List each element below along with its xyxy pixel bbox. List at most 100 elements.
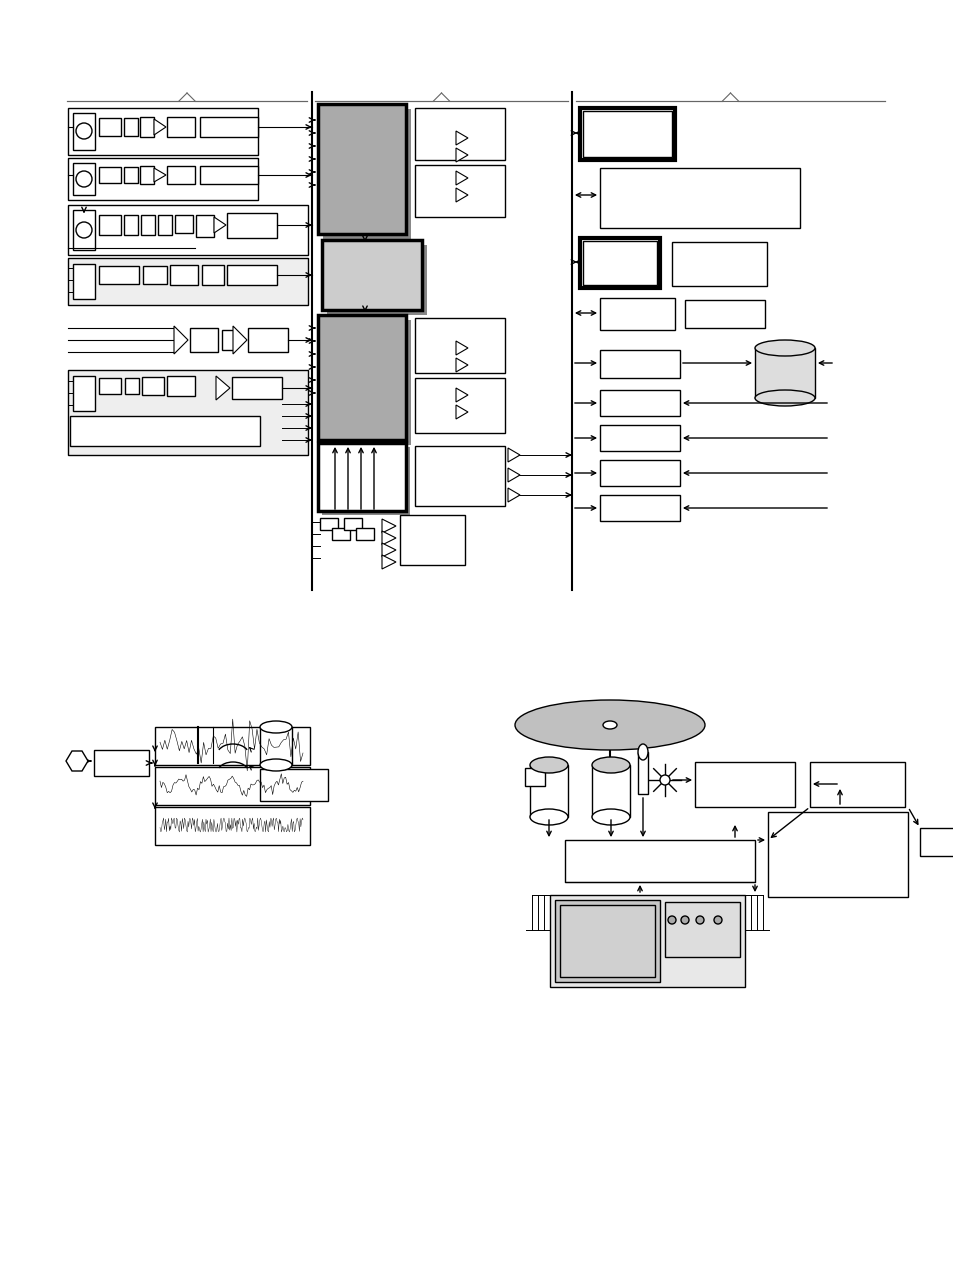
Bar [319,518,337,530]
Ellipse shape [667,916,676,924]
Bar [99,118,121,136]
Bar [167,376,194,396]
Bar [124,214,138,235]
Bar [68,258,308,305]
Bar [143,266,167,284]
Bar [592,765,629,817]
Bar [564,840,754,882]
Ellipse shape [680,916,688,924]
Bar [767,812,907,897]
Bar [415,378,504,433]
Bar [200,166,257,184]
Bar [599,390,679,416]
Polygon shape [456,188,468,202]
Polygon shape [507,489,519,503]
Bar [99,214,121,235]
Bar [671,242,766,286]
Bar [200,117,257,137]
Bar [167,117,194,137]
Bar [70,416,260,445]
Ellipse shape [530,810,567,825]
Bar [415,165,504,217]
Bar [202,265,224,286]
Ellipse shape [713,916,721,924]
Polygon shape [507,468,519,482]
Ellipse shape [592,758,629,773]
Ellipse shape [76,222,91,239]
Bar [599,425,679,450]
Bar [599,168,800,228]
Ellipse shape [592,810,629,825]
Bar [142,377,164,395]
Bar [73,209,95,250]
Ellipse shape [76,123,91,140]
Polygon shape [233,326,247,354]
Bar [809,761,904,807]
Ellipse shape [260,721,292,733]
Bar [141,214,154,235]
Bar [73,113,95,150]
Bar [68,371,308,456]
Bar [73,376,95,411]
Bar [524,768,544,786]
Bar [124,168,138,183]
Bar [73,162,95,195]
Bar [68,159,257,201]
Bar [664,902,740,957]
Polygon shape [66,751,88,772]
Bar [599,350,679,378]
Bar [695,761,794,807]
Bar [323,320,411,445]
Polygon shape [507,448,519,462]
Bar [919,827,953,857]
Bar [154,727,310,765]
Bar [222,330,233,350]
Polygon shape [381,543,395,557]
Bar [317,104,406,233]
Ellipse shape [602,721,617,728]
Bar [550,895,744,987]
Bar [332,528,350,541]
Polygon shape [456,148,468,162]
Bar [232,377,282,398]
Bar [415,108,504,160]
Bar [638,753,647,794]
Bar [579,108,675,160]
Bar [227,265,276,286]
Ellipse shape [659,775,669,786]
Polygon shape [456,171,468,185]
Bar [559,905,655,977]
Bar [227,213,276,239]
Bar [599,495,679,522]
Ellipse shape [260,759,292,772]
Ellipse shape [76,171,91,187]
Bar [170,265,198,286]
Polygon shape [215,376,230,400]
Bar [140,117,153,137]
Bar [125,378,139,393]
Bar [582,241,657,286]
Bar [317,315,406,440]
Bar [415,445,504,506]
Ellipse shape [530,758,567,773]
Bar [260,727,292,765]
Bar [323,109,411,239]
Bar [154,807,310,845]
Polygon shape [153,119,166,135]
Ellipse shape [696,916,703,924]
Polygon shape [456,405,468,419]
Bar [99,168,121,183]
Bar [154,766,310,805]
Bar [530,765,567,817]
Polygon shape [456,131,468,145]
Bar [174,214,193,233]
Polygon shape [153,168,166,181]
Bar [140,166,153,184]
Bar [99,266,139,284]
Bar [322,240,421,310]
Polygon shape [456,341,468,355]
Bar [167,166,194,184]
Bar [94,750,149,777]
Bar [754,348,814,398]
Bar [327,245,427,315]
